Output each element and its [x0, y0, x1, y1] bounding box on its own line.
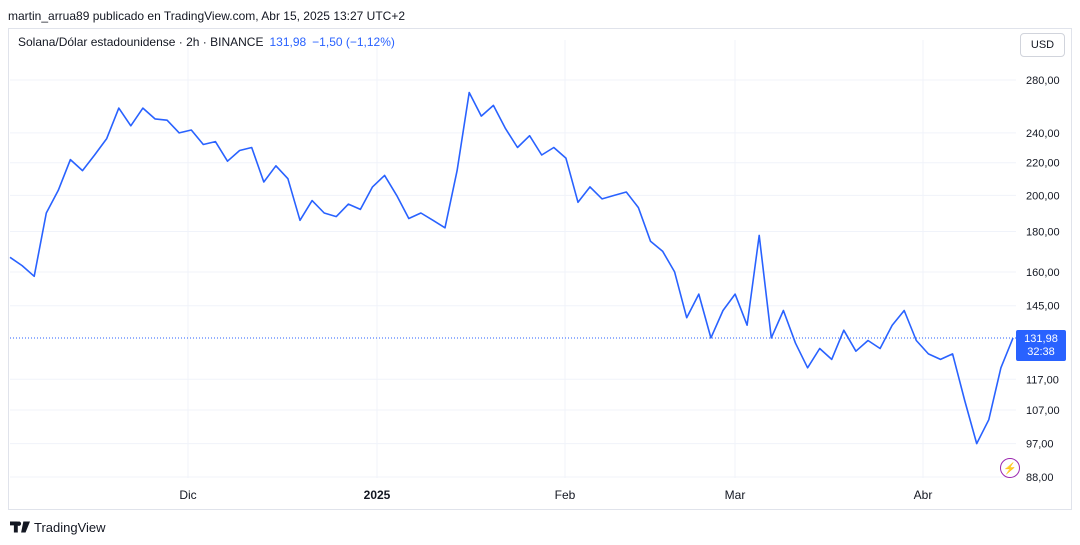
x-tick-label: Dic [179, 488, 196, 502]
symbol-description: Solana/Dólar estadounidense · 2h · BINAN… [18, 35, 264, 49]
y-tick-label: 160,00 [1026, 267, 1060, 279]
x-tick-label: 2025 [364, 488, 391, 502]
solana-price-series [9, 91, 1014, 445]
y-tick-label: 180,00 [1026, 227, 1060, 239]
price-tag-countdown: 32:38 [1027, 345, 1055, 358]
price-tag: 131,98 32:38 [1016, 330, 1066, 361]
price-tag-value: 131,98 [1024, 332, 1058, 345]
x-tick-label: Feb [555, 488, 576, 502]
published-header: martin_arrua89 publicado en TradingView.… [8, 9, 406, 23]
y-tick-label: 88,00 [1026, 472, 1054, 484]
y-tick-label: 220,00 [1026, 158, 1060, 170]
footer-brand[interactable]: TradingView [10, 518, 106, 536]
price-change-value: −1,50 (−1,12%) [312, 35, 395, 49]
last-price-value: 131,98 [269, 35, 307, 49]
tradingview-logo-icon [10, 521, 30, 533]
brand-name: TradingView [34, 519, 106, 535]
y-tick-label: 280,00 [1026, 75, 1060, 87]
x-tick-label: Mar [725, 488, 746, 502]
y-tick-label: 107,00 [1026, 405, 1060, 417]
lightning-icon[interactable]: ⚡ [1000, 458, 1020, 478]
chart-legend: Solana/Dólar estadounidense · 2h · BINAN… [18, 35, 395, 49]
currency-button[interactable]: USD [1020, 33, 1065, 57]
y-tick-label: 117,00 [1026, 374, 1059, 386]
y-tick-label: 240,00 [1026, 128, 1060, 140]
y-tick-label: 145,00 [1026, 301, 1060, 313]
y-tick-label: 97,00 [1026, 439, 1054, 451]
y-tick-label: 200,00 [1026, 190, 1060, 202]
chart-frame [8, 28, 1072, 510]
x-tick-label: Abr [914, 488, 933, 502]
